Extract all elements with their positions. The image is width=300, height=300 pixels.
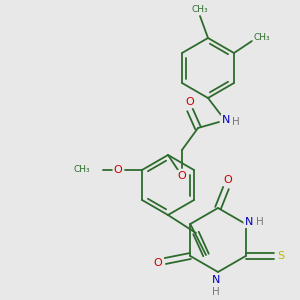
Text: H: H xyxy=(256,217,264,227)
Text: N: N xyxy=(212,275,220,285)
Text: S: S xyxy=(277,251,284,261)
Text: CH₃: CH₃ xyxy=(254,32,270,41)
Text: CH₃: CH₃ xyxy=(192,4,208,14)
Text: O: O xyxy=(114,165,122,175)
Text: N: N xyxy=(222,115,230,125)
Text: H: H xyxy=(232,117,240,127)
Text: N: N xyxy=(244,217,253,227)
Text: O: O xyxy=(178,171,186,181)
Text: H: H xyxy=(212,287,220,297)
Text: CH₃: CH₃ xyxy=(74,166,90,175)
Text: O: O xyxy=(224,175,232,185)
Text: O: O xyxy=(186,97,194,107)
Text: O: O xyxy=(153,258,162,268)
